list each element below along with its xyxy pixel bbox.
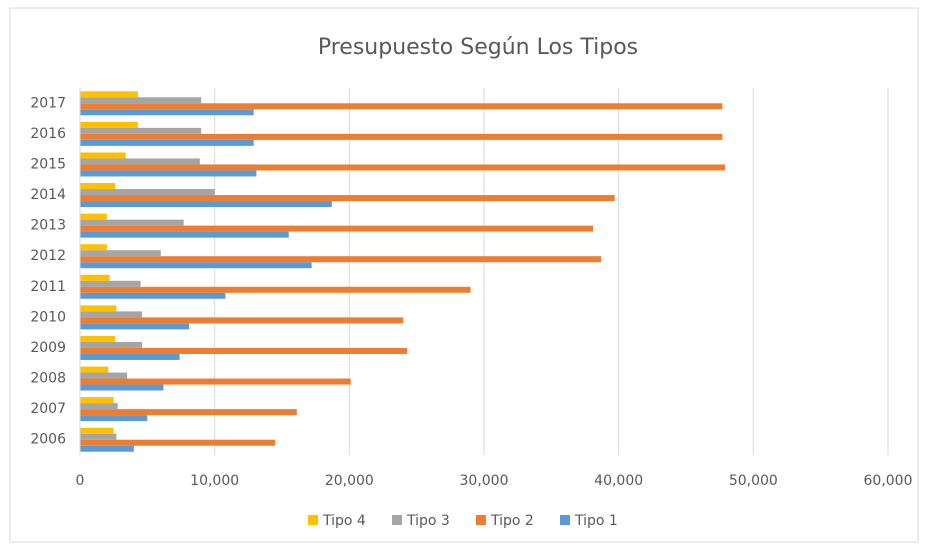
bar [80, 201, 332, 208]
legend-label: Tipo 4 [322, 513, 366, 529]
bar [80, 225, 594, 232]
x-tick-label: 40,000 [594, 473, 643, 489]
bar [80, 403, 118, 410]
bar [80, 231, 289, 238]
bar [80, 109, 254, 116]
bar [80, 121, 138, 128]
bar [80, 189, 215, 196]
bar [80, 195, 615, 202]
y-tick-label: 2008 [30, 371, 66, 387]
bar [80, 353, 180, 360]
bar [80, 256, 602, 263]
bar [80, 335, 116, 342]
legend-label: Tipo 2 [490, 513, 534, 529]
legend-swatch [476, 515, 486, 525]
y-tick-label: 2007 [30, 401, 66, 417]
x-tick-label: 10,000 [190, 473, 239, 489]
bar [80, 280, 141, 287]
x-tick-label: 60,000 [864, 473, 913, 489]
bar [80, 219, 184, 226]
legend-label: Tipo 1 [574, 513, 618, 529]
bar [80, 378, 351, 385]
legend-label: Tipo 3 [406, 513, 450, 529]
legend-swatch [392, 515, 402, 525]
bar [80, 372, 128, 379]
bar [80, 409, 297, 416]
bar [80, 397, 114, 404]
y-tick-label: 2017 [30, 95, 66, 111]
bar [80, 311, 142, 318]
chart-title: Presupuesto Según Los Tipos [318, 35, 638, 60]
bar [80, 164, 726, 171]
bar [80, 133, 723, 140]
bar [80, 152, 126, 159]
bar [80, 427, 114, 434]
bar [80, 305, 117, 312]
bar [80, 286, 471, 293]
y-tick-label: 2015 [30, 156, 66, 172]
bar [80, 445, 134, 452]
bar [80, 384, 164, 391]
bar [80, 213, 107, 220]
x-tick-label: 30,000 [460, 473, 509, 489]
y-tick-label: 2006 [30, 432, 66, 448]
y-tick-label: 2016 [30, 126, 66, 142]
bar [80, 244, 107, 251]
x-tick-label: 20,000 [325, 473, 374, 489]
y-tick-label: 2013 [30, 218, 66, 234]
bar [80, 97, 202, 104]
y-tick-label: 2014 [30, 187, 66, 203]
bar [80, 127, 202, 134]
bar [80, 170, 257, 177]
chart-border [9, 7, 919, 543]
bar [80, 250, 161, 257]
bar [80, 366, 109, 373]
x-tick-label: 0 [76, 473, 85, 489]
y-tick-label: 2011 [30, 279, 66, 295]
bar [80, 323, 190, 330]
legend-swatch [308, 515, 318, 525]
bar [80, 292, 226, 299]
bar [80, 415, 148, 422]
legend-swatch [560, 515, 570, 525]
bar [80, 439, 276, 446]
bar [80, 103, 723, 110]
bar [80, 158, 200, 165]
bar [80, 262, 312, 269]
x-tick-label: 50,000 [729, 473, 778, 489]
bar [80, 433, 117, 440]
bar [80, 341, 142, 348]
y-tick-label: 2012 [30, 248, 66, 264]
bar [80, 317, 404, 324]
y-tick-label: 2010 [30, 309, 66, 325]
bar [80, 274, 110, 281]
bar [80, 183, 116, 190]
y-tick-label: 2009 [30, 340, 66, 356]
bar [80, 347, 408, 354]
bar [80, 91, 138, 98]
bar [80, 139, 254, 146]
